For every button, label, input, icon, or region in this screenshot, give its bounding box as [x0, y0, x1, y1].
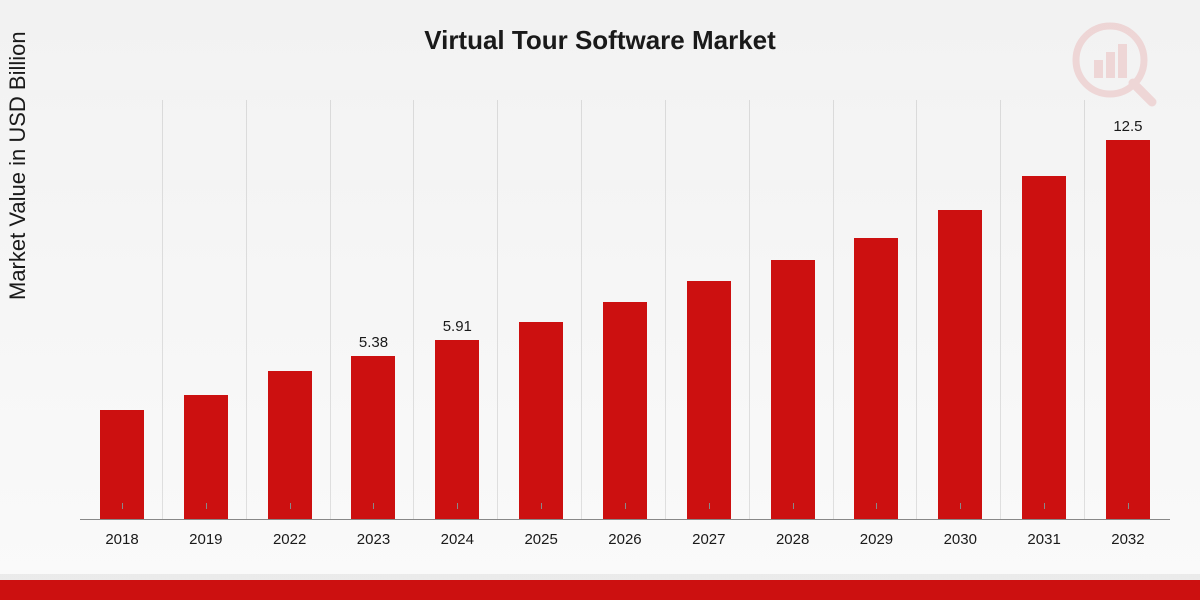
- bar: [938, 210, 982, 520]
- tick-mark: [1044, 503, 1045, 509]
- bar-group: 5.91: [435, 340, 479, 520]
- x-tick-label: 2023: [351, 531, 395, 548]
- bar-group: [687, 281, 731, 520]
- tick-mark: [290, 503, 291, 509]
- tick-mark: [625, 503, 626, 509]
- bar-group: [771, 260, 815, 520]
- bar-group: [603, 302, 647, 520]
- tick-mark: [122, 503, 123, 509]
- bar-group: [854, 238, 898, 520]
- tick-mark: [793, 503, 794, 509]
- tick-mark: [541, 503, 542, 509]
- tick-mark: [709, 503, 710, 509]
- bar: [268, 371, 312, 520]
- footer-accent-bar: [0, 580, 1200, 600]
- tick-mark: [457, 503, 458, 509]
- bar-value-label: 5.91: [443, 318, 472, 340]
- x-tick-label: 2027: [687, 531, 731, 548]
- x-tick-label: 2031: [1022, 531, 1066, 548]
- tick-mark: [876, 503, 877, 509]
- bar: [351, 356, 395, 520]
- x-tick-label: 2029: [854, 531, 898, 548]
- bar: [603, 302, 647, 520]
- y-axis-label: Market Value in USD Billion: [5, 31, 31, 300]
- bar-group: [519, 322, 563, 520]
- bar-group: [1022, 176, 1066, 520]
- tick-mark: [960, 503, 961, 509]
- x-tick-label: 2025: [519, 531, 563, 548]
- bar-group: 5.38: [351, 356, 395, 520]
- bars-row: 5.38 5.91 12.5: [80, 100, 1170, 520]
- bar: [519, 322, 563, 520]
- x-tick-label: 2026: [603, 531, 647, 548]
- tick-mark: [206, 503, 207, 509]
- plot-area: 5.38 5.91 12.5: [80, 100, 1170, 520]
- bar: [1022, 176, 1066, 520]
- bar: [771, 260, 815, 520]
- x-tick-label: 2028: [771, 531, 815, 548]
- tick-mark: [1128, 503, 1129, 509]
- bar-group: [184, 395, 228, 520]
- bar: [184, 395, 228, 520]
- bar: [854, 238, 898, 520]
- bar: [1106, 140, 1150, 520]
- bar-value-label: 5.38: [359, 334, 388, 356]
- chart-container: Virtual Tour Software Market Market Valu…: [0, 0, 1200, 600]
- x-axis-line: [80, 519, 1170, 520]
- x-tick-label: 2032: [1106, 531, 1150, 548]
- bar: [687, 281, 731, 520]
- chart-title: Virtual Tour Software Market: [0, 25, 1200, 56]
- x-tick-label: 2024: [435, 531, 479, 548]
- x-axis: 2018 2019 2022 2023 2024 2025 2026 2027 2028 2029…: [80, 531, 1170, 548]
- x-tick-label: 2018: [100, 531, 144, 548]
- bar-value-label: 12.5: [1113, 118, 1142, 140]
- bar-group: 12.5: [1106, 140, 1150, 520]
- bar: [435, 340, 479, 520]
- tick-mark: [373, 503, 374, 509]
- x-tick-label: 2019: [184, 531, 228, 548]
- bar-group: [268, 371, 312, 520]
- x-tick-label: 2022: [268, 531, 312, 548]
- bar-group: [938, 210, 982, 520]
- x-tick-label: 2030: [938, 531, 982, 548]
